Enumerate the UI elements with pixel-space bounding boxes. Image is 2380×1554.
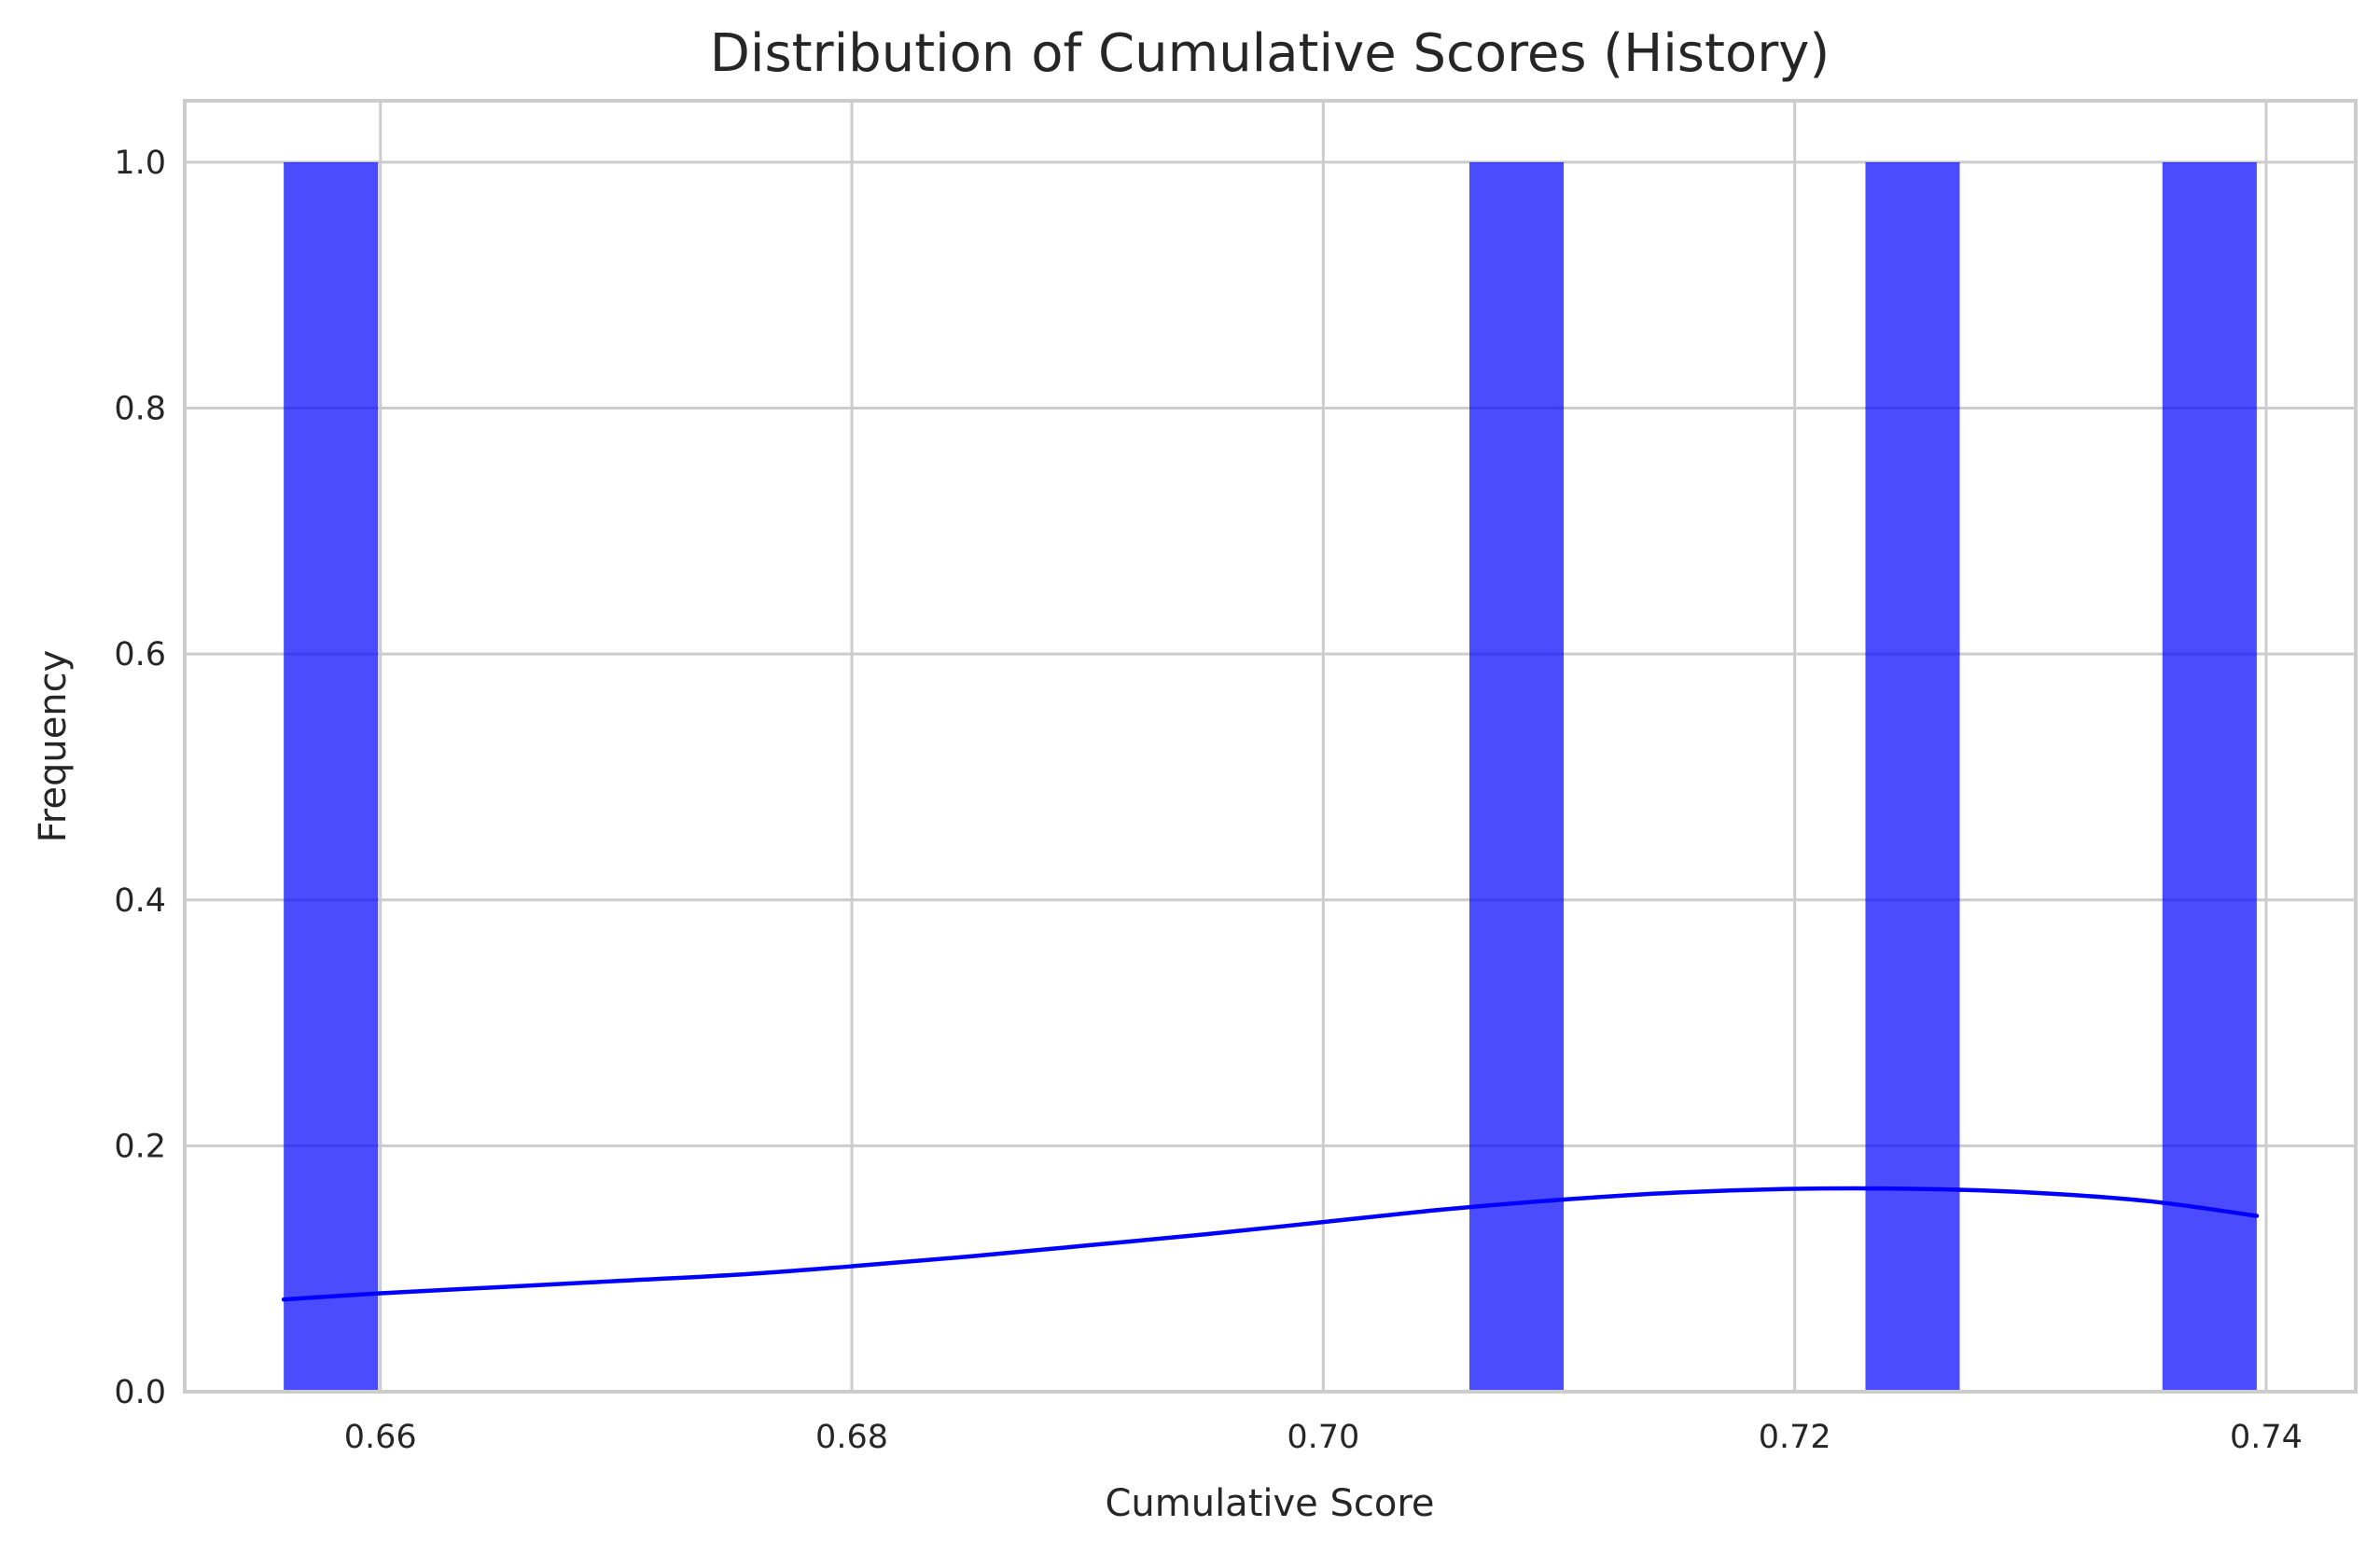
y-tick-label: 0.4 [114, 882, 166, 920]
histogram-bar [284, 161, 379, 1392]
histogram-bar [1468, 161, 1565, 1392]
grid-lines [185, 101, 2356, 1394]
y-tick-label: 0.0 [114, 1374, 166, 1411]
x-tick-label: 0.70 [1287, 1419, 1359, 1456]
x-tick-label: 0.74 [2230, 1419, 2303, 1456]
kde-curve [281, 1186, 2260, 1302]
x-tick-label: 0.72 [1759, 1419, 1831, 1456]
y-tick-label: 1.0 [114, 145, 166, 182]
chart-title: Distribution of Cumulative Scores (Histo… [710, 23, 1830, 84]
y-tick-label: 0.6 [114, 636, 166, 673]
plot-area-frame [183, 99, 2358, 1394]
histogram-bar [1865, 161, 1960, 1392]
y-tick-label: 0.8 [114, 391, 166, 428]
x-tick-label: 0.66 [344, 1419, 417, 1456]
histogram-bar [2162, 161, 2257, 1392]
y-tick-labels: 0.0 0.2 0.4 0.6 0.8 1.0 [114, 145, 166, 1411]
x-tick-label: 0.68 [815, 1419, 888, 1456]
y-tick-label: 0.2 [114, 1128, 166, 1165]
x-axis-label: Cumulative Score [1105, 1482, 1434, 1525]
y-axis-label: Frequency [32, 650, 75, 843]
x-tick-labels: 0.66 0.68 0.70 0.72 0.74 [344, 1419, 2303, 1456]
kde-curve-group [281, 1186, 2260, 1302]
